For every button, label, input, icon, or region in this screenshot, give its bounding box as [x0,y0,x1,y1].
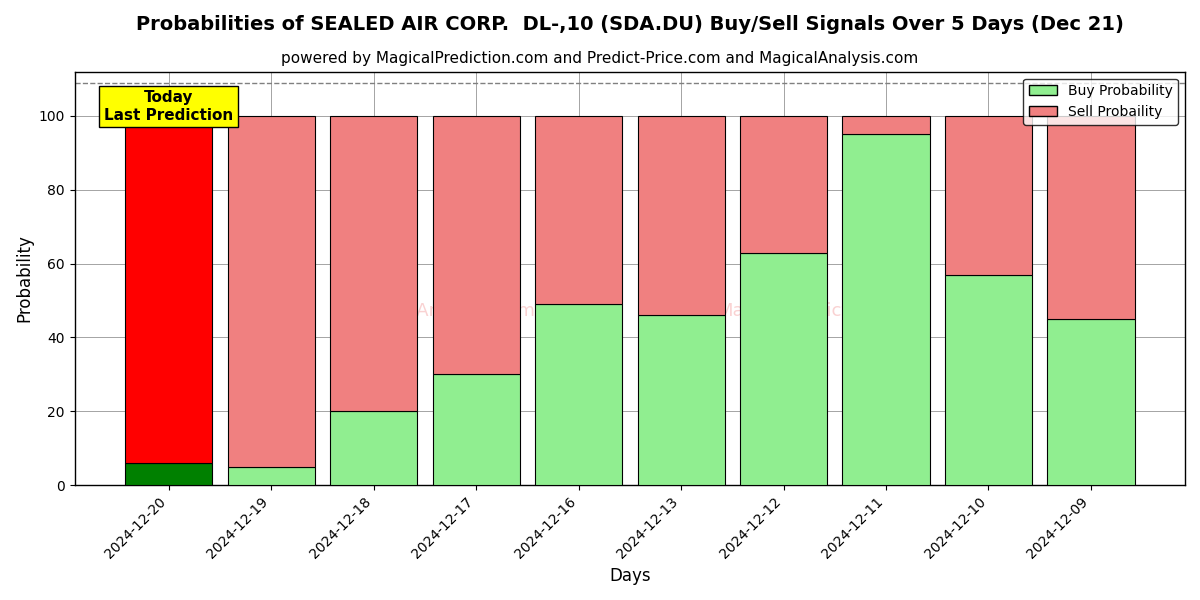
Y-axis label: Probability: Probability [16,235,34,322]
Bar [740,253,827,485]
Bar [432,374,520,485]
Bar [1048,116,1134,319]
Bar [330,116,418,412]
Bar [637,316,725,485]
Text: powered by MagicalPrediction.com and Predict-Price.com and MagicalAnalysis.com: powered by MagicalPrediction.com and Pre… [281,51,919,66]
X-axis label: Days: Days [610,567,650,585]
Legend: Buy Probability, Sell Probaility: Buy Probability, Sell Probaility [1024,79,1178,125]
Text: MagicalAnalysis.com: MagicalAnalysis.com [347,302,535,320]
Bar [228,116,314,467]
Bar [842,134,930,485]
Bar [125,463,212,485]
Bar [944,275,1032,485]
Bar [842,116,930,134]
Bar [228,467,314,485]
Bar [637,116,725,316]
Bar [535,304,622,485]
Bar [1048,319,1134,485]
Text: Today
Last Prediction: Today Last Prediction [104,90,233,122]
Bar [535,116,622,304]
Bar [125,116,212,463]
Bar [740,116,827,253]
Bar [330,412,418,485]
Bar [432,116,520,374]
Title: Probabilities of SEALED AIR CORP.  DL-,10 (SDA.DU) Buy/Sell Signals Over 5 Days : Probabilities of SEALED AIR CORP. DL-,10… [136,15,1123,34]
Bar [944,116,1032,275]
Text: MagicalPrediction.com: MagicalPrediction.com [718,302,920,320]
